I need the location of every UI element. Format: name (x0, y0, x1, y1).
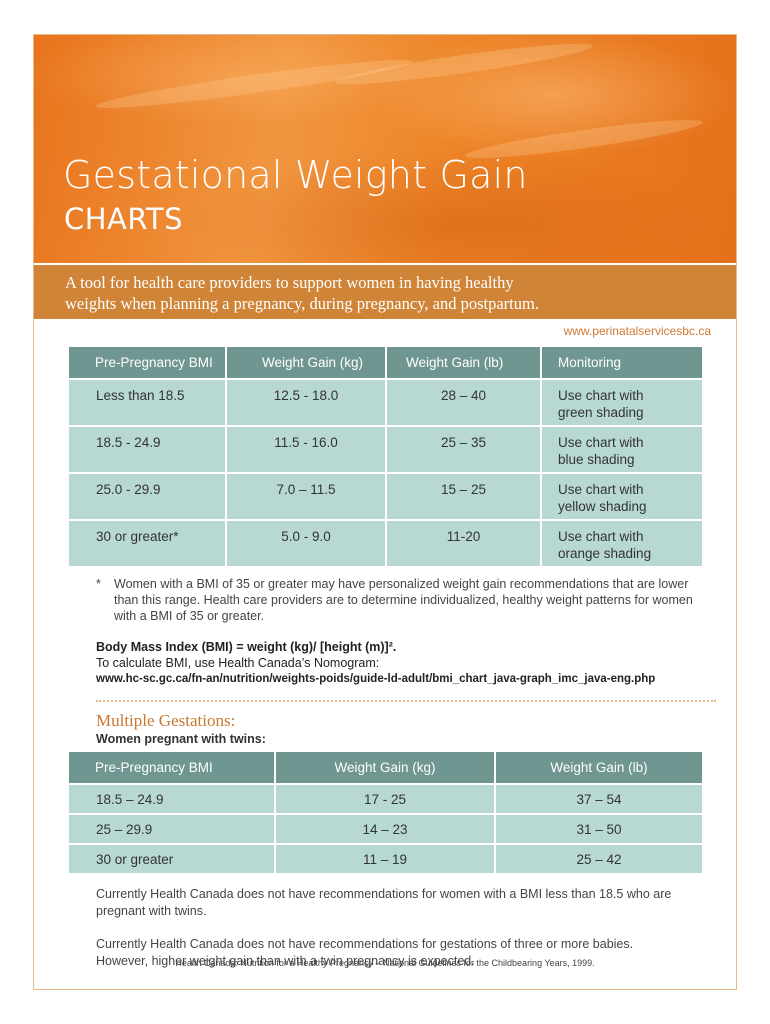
brush-stroke-decoration (94, 52, 414, 116)
bmi-formula: Body Mass Index (BMI) = weight (kg)/ [he… (96, 640, 397, 654)
nomogram-link[interactable]: www.hc-sc.gc.ca/fn-an/nutrition/weights-… (96, 673, 656, 685)
monitor-line-2: yellow shading (558, 499, 647, 514)
table-row: 25 – 29.9 14 – 23 31 – 50 (69, 813, 702, 843)
column-header-kg: Weight Gain (kg) (227, 347, 387, 378)
cell-bmi: 30 or greater* (69, 519, 227, 566)
cell-lb: 37 – 54 (496, 783, 702, 813)
twins-weight-gain-table: Pre-Pregnancy BMI Weight Gain (kg) Weigh… (69, 752, 702, 873)
monitor-line-1: Use chart with (558, 529, 644, 544)
cell-lb: 28 – 40 (387, 378, 542, 425)
table-header-row: Pre-Pregnancy BMI Weight Gain (kg) Weigh… (69, 347, 702, 378)
monitor-line-1: Use chart with (558, 482, 644, 497)
website-link[interactable]: www.perinatalservicesbc.ca (563, 324, 711, 338)
column-header-monitoring: Monitoring (542, 347, 702, 378)
cell-bmi: 18.5 – 24.9 (69, 783, 276, 813)
source-citation: Health Canada: Nutrition for a Healthy P… (175, 958, 595, 968)
bmi-instruction: To calculate BMI, use Health Canada’s No… (96, 656, 380, 670)
multiple-gestations-subtitle: Women pregnant with twins: (96, 732, 266, 746)
dotted-divider (96, 700, 716, 702)
multiple-gestations-title: Multiple Gestations: (96, 711, 236, 730)
cell-monitoring: Use chart with yellow shading (542, 472, 702, 519)
cell-kg: 17 - 25 (276, 783, 496, 813)
document-page: Gestational Weight Gain CHARTS A tool fo… (33, 34, 737, 990)
bmi-section: Body Mass Index (BMI) = weight (kg)/ [he… (96, 639, 716, 687)
cell-lb: 11-20 (387, 519, 542, 566)
tagline-band: A tool for health care providers to supp… (34, 265, 736, 319)
cell-kg: 14 – 23 (276, 813, 496, 843)
cell-bmi: 25.0 - 29.9 (69, 472, 227, 519)
table-row: 18.5 - 24.9 11.5 - 16.0 25 – 35 Use char… (69, 425, 702, 472)
column-header-bmi: Pre-Pregnancy BMI (69, 347, 227, 378)
triplets-note: Currently Health Canada does not have re… (96, 937, 634, 968)
cell-bmi: 25 – 29.9 (69, 813, 276, 843)
table-row: Less than 18.5 12.5 - 18.0 28 – 40 Use c… (69, 378, 702, 425)
table-header-row: Pre-Pregnancy BMI Weight Gain (kg) Weigh… (69, 752, 702, 783)
monitor-line-2: blue shading (558, 452, 635, 467)
monitor-line-1: Use chart with (558, 388, 644, 403)
cell-lb: 25 – 35 (387, 425, 542, 472)
tagline-line-1: A tool for health care providers to supp… (65, 273, 514, 292)
monitor-line-2: green shading (558, 405, 644, 420)
monitor-line-1: Use chart with (558, 435, 644, 450)
cell-monitoring: Use chart with green shading (542, 378, 702, 425)
column-header-lb: Weight Gain (lb) (387, 347, 542, 378)
monitor-line-2: orange shading (558, 546, 652, 561)
cell-monitoring: Use chart with blue shading (542, 425, 702, 472)
cell-lb: 15 – 25 (387, 472, 542, 519)
tagline-line-2: weights when planning a pregnancy, durin… (65, 294, 539, 313)
column-header-bmi: Pre-Pregnancy BMI (69, 752, 276, 783)
table-row: 18.5 – 24.9 17 - 25 37 – 54 (69, 783, 702, 813)
singleton-weight-gain-table: Pre-Pregnancy BMI Weight Gain (kg) Weigh… (69, 347, 702, 566)
cell-kg: 12.5 - 18.0 (227, 378, 387, 425)
table-row: 25.0 - 29.9 7.0 – 11.5 15 – 25 Use chart… (69, 472, 702, 519)
column-header-kg: Weight Gain (kg) (276, 752, 496, 783)
table-row: 30 or greater 11 – 19 25 – 42 (69, 843, 702, 873)
cell-kg: 11.5 - 16.0 (227, 425, 387, 472)
header-banner: Gestational Weight Gain CHARTS (34, 35, 736, 263)
cell-kg: 7.0 – 11.5 (227, 472, 387, 519)
cell-bmi: 30 or greater (69, 843, 276, 873)
cell-lb: 25 – 42 (496, 843, 702, 873)
cell-kg: 11 – 19 (276, 843, 496, 873)
cell-bmi: 18.5 - 24.9 (69, 425, 227, 472)
bmi-footnote: * Women with a BMI of 35 or greater may … (96, 576, 696, 624)
column-header-lb: Weight Gain (lb) (496, 752, 702, 783)
page-title: Gestational Weight Gain (63, 153, 528, 197)
cell-monitoring: Use chart with orange shading (542, 519, 702, 566)
cell-lb: 31 – 50 (496, 813, 702, 843)
table-row: 30 or greater* 5.0 - 9.0 11-20 Use chart… (69, 519, 702, 566)
cell-kg: 5.0 - 9.0 (227, 519, 387, 566)
page-subtitle: CHARTS (64, 202, 184, 236)
twins-note: Currently Health Canada does not have re… (96, 887, 672, 918)
footnote-text: Women with a BMI of 35 or greater may ha… (114, 577, 693, 623)
tagline: A tool for health care providers to supp… (65, 272, 625, 314)
cell-bmi: Less than 18.5 (69, 378, 227, 425)
footnote-marker: * (96, 577, 101, 591)
